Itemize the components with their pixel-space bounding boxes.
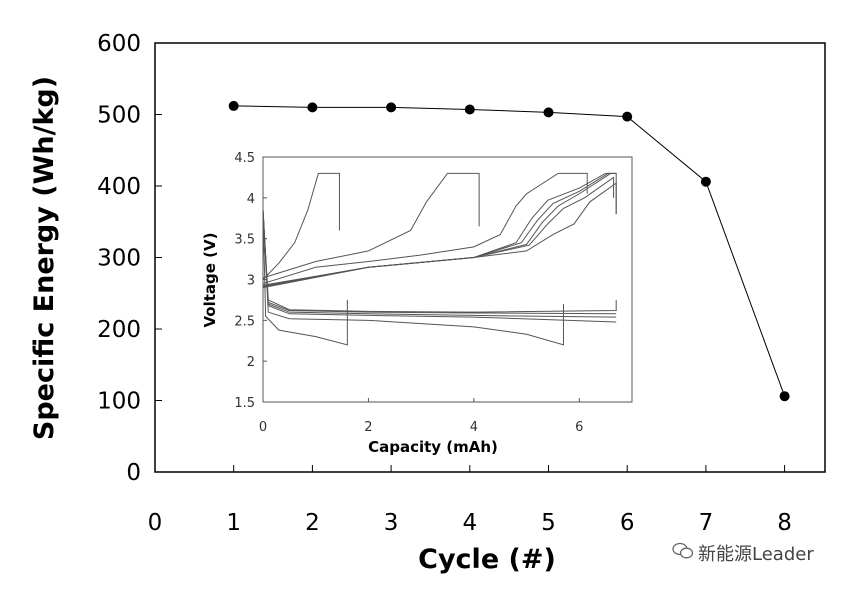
x-tick-label: 0 — [148, 510, 163, 536]
data-point — [779, 391, 790, 402]
watermark: 新能源Leader — [672, 540, 814, 566]
inset-x-tick-label: 2 — [364, 420, 372, 435]
x-axis-label: Cycle (#) — [418, 544, 556, 575]
inset-y-tick-label: 2.5 — [234, 314, 255, 329]
data-point — [700, 176, 711, 187]
voltage-curve — [262, 172, 480, 279]
watermark-text: 新能源Leader — [698, 544, 814, 565]
inset-y-tick-label: 1.5 — [234, 396, 255, 411]
data-point — [622, 111, 633, 122]
y-tick-label: 400 — [97, 174, 141, 200]
y-tick-label: 200 — [97, 317, 141, 343]
inset-x-tick-label: 6 — [575, 420, 583, 435]
voltage-curve — [262, 210, 348, 346]
voltage-curve — [262, 210, 564, 346]
data-point — [464, 104, 475, 115]
inset-y-axis-label: Voltage (V) — [201, 233, 219, 328]
voltage-curve — [262, 172, 340, 280]
x-tick-label: 7 — [699, 510, 714, 536]
x-tick-label: 4 — [462, 510, 477, 536]
x-tick-label: 1 — [226, 510, 241, 536]
y-tick-label: 0 — [126, 460, 141, 486]
inset-y-tick-label: 4.5 — [234, 151, 255, 166]
inset-background — [206, 145, 639, 460]
data-point — [307, 102, 318, 113]
wechat-icon — [672, 542, 694, 565]
inset-y-tick-label: 3.5 — [234, 233, 255, 248]
inset-y-tick-label: 4 — [247, 192, 255, 207]
x-tick-label: 2 — [305, 510, 320, 536]
y-tick-label: 600 — [97, 31, 141, 57]
x-tick-label: 3 — [384, 510, 399, 536]
voltage-curve — [262, 210, 617, 323]
series-line — [233, 105, 786, 397]
data-point — [543, 107, 554, 118]
inset-x-axis-label: Capacity (mAh) — [368, 438, 498, 456]
data-point — [228, 100, 239, 111]
inset-x-tick-label: 4 — [470, 420, 478, 435]
voltage-curve — [262, 172, 588, 285]
x-tick-label: 8 — [777, 510, 792, 536]
inset-y-tick-label: 3 — [247, 274, 255, 289]
x-tick-label: 5 — [541, 510, 556, 536]
x-tick-label: 6 — [620, 510, 635, 536]
voltage-curve — [262, 182, 617, 289]
data-point — [386, 102, 397, 113]
y-tick-label: 500 — [97, 103, 141, 129]
y-axis-label: Specific Energy (Wh/kg) — [29, 76, 60, 440]
y-tick-label: 300 — [97, 246, 141, 272]
y-tick-label: 100 — [97, 389, 141, 415]
inset-y-tick-label: 2 — [247, 355, 255, 370]
inset-x-tick-label: 0 — [259, 420, 267, 435]
